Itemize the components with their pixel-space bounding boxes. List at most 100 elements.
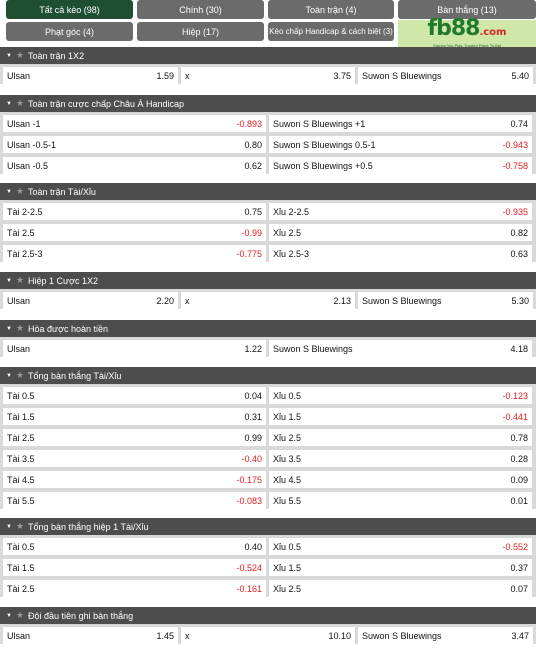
star-icon[interactable]: ★ (15, 610, 25, 620)
odds-cell[interactable]: Xỉu 2.5 0.82 (269, 224, 532, 241)
selection-label: Ulsan (7, 70, 31, 81)
odds-cell[interactable]: Suwon S Bluewings +0.5 -0.758 (269, 157, 532, 174)
odds-cell[interactable]: Tài 1.5 0.31 (3, 408, 266, 425)
odds-cell[interactable]: Ulsan 2.20 (3, 292, 178, 309)
tab-main[interactable]: Chính (30) (137, 0, 264, 19)
odds-value: -0.552 (502, 541, 528, 552)
selection-label: Suwon S Bluewings (362, 70, 442, 81)
star-icon[interactable]: ★ (15, 98, 25, 108)
section-header[interactable]: ▼ ★ Toàn trận Tài/Xỉu (0, 183, 536, 200)
star-icon[interactable]: ★ (15, 50, 25, 60)
section-title: Đội đầu tiên ghi bàn thắng (28, 610, 134, 621)
odds-cell[interactable]: Ulsan 1.45 (3, 627, 178, 644)
odds-cell[interactable]: Tài 2.5 -0.99 (3, 224, 266, 241)
odds-cell[interactable]: Suwon S Bluewings 5.30 (358, 292, 533, 309)
odds-cell[interactable]: Tài 1.5 -0.524 (3, 559, 266, 576)
selection-label: Xỉu 3.5 (273, 453, 302, 464)
collapse-arrow-icon[interactable]: ▼ (6, 372, 12, 379)
odds-cell[interactable]: Tài 2-2.5 0.75 (3, 203, 266, 220)
star-icon[interactable]: ★ (15, 323, 25, 333)
odds-cell[interactable]: Xỉu 3.5 0.28 (269, 450, 532, 467)
selection-label: Tài 1.5 (7, 411, 35, 422)
odds-cell[interactable]: Tài 2.5 -0.161 (3, 580, 266, 597)
odds-cell[interactable]: Xỉu 0.5 -0.123 (269, 387, 532, 404)
selection-label: Tài 2-2.5 (7, 206, 43, 217)
tab-all-markets[interactable]: Tất cả kèo (98) (6, 0, 133, 19)
odds-cell[interactable]: Xỉu 1.5 -0.441 (269, 408, 532, 425)
collapse-arrow-icon[interactable]: ▼ (6, 325, 12, 332)
collapse-arrow-icon[interactable]: ▼ (6, 52, 12, 59)
odds-cell[interactable]: Suwon S Bluewings +1 0.74 (269, 115, 532, 132)
collapse-arrow-icon[interactable]: ▼ (6, 188, 12, 195)
tab-full-match[interactable]: Toàn trận (4) (268, 0, 394, 19)
section-header[interactable]: ▼ ★ Tổng bàn thắng Tài/Xỉu (0, 367, 536, 384)
odds-cell[interactable]: Xỉu 2.5-3 0.63 (269, 245, 532, 262)
section-header[interactable]: ▼ ★ Toàn trận 1X2 (0, 47, 536, 64)
logo-brand-main: fb88 (427, 16, 481, 41)
odds-cell[interactable]: Tài 3.5 -0.40 (3, 450, 266, 467)
odds-row: Ulsan -0.5 0.62 Suwon S Bluewings +0.5 -0.7… (3, 157, 533, 174)
star-icon[interactable]: ★ (15, 186, 25, 196)
selection-label: Xỉu 0.5 (273, 541, 302, 552)
collapse-arrow-icon[interactable]: ▼ (6, 523, 12, 530)
odds-row: Tài 0.5 0.40 Xỉu 0.5 -0.552 (3, 538, 533, 555)
selection-label: Ulsan (7, 630, 31, 641)
odds-cell[interactable]: x 3.75 (181, 67, 355, 84)
odds-row: Ulsan 1.22 Suwon S Bluewings 4.18 (3, 340, 533, 357)
odds-cell[interactable]: Xỉu 4.5 0.09 (269, 471, 532, 488)
odds-cell[interactable]: Xỉu 5.5 0.01 (269, 492, 532, 509)
odds-cell[interactable]: Ulsan 1.22 (3, 340, 266, 357)
odds-cell[interactable]: Xỉu 2.5 0.07 (269, 580, 532, 597)
selection-label: Suwon S Bluewings (273, 343, 353, 354)
odds-cell[interactable]: Tài 2.5 0.99 (3, 429, 266, 446)
odds-value: 0.37 (510, 562, 528, 573)
odds-cell[interactable]: x 10.10 (181, 627, 355, 644)
odds-value: 0.74 (510, 118, 528, 129)
selection-label: Suwon S Bluewings (362, 630, 442, 641)
odds-cell[interactable]: Suwon S Bluewings 3.47 (358, 627, 533, 644)
odds-cell[interactable]: Tài 0.5 0.04 (3, 387, 266, 404)
section-header[interactable]: ▼ ★ Tổng bàn thắng hiệp 1 Tài/Xỉu (0, 518, 536, 535)
star-icon[interactable]: ★ (15, 521, 25, 531)
odds-value: 0.63 (510, 248, 528, 259)
section-title: Tổng bàn thắng hiệp 1 Tài/Xỉu (28, 521, 149, 532)
collapse-arrow-icon[interactable]: ▼ (6, 100, 12, 107)
odds-cell[interactable]: Suwon S Bluewings 0.5-1 -0.943 (269, 136, 532, 153)
section-header[interactable]: ▼ ★ Hòa được hoàn tiền (0, 320, 536, 337)
odds-cell[interactable]: Xỉu 2-2.5 -0.935 (269, 203, 532, 220)
logo-wordmark: fb88.com (427, 16, 507, 43)
odds-cell[interactable]: Suwon S Bluewings 4.18 (269, 340, 532, 357)
star-icon[interactable]: ★ (15, 370, 25, 380)
selection-label: Suwon S Bluewings +0.5 (273, 160, 373, 171)
section-header[interactable]: ▼ ★ Đội đầu tiên ghi bàn thắng (0, 607, 536, 624)
star-icon[interactable]: ★ (15, 275, 25, 285)
section-header[interactable]: ▼ ★ Hiệp 1 Cược 1X2 (0, 272, 536, 289)
odds-cell[interactable]: Tài 5.5 -0.083 (3, 492, 266, 509)
odds-cell[interactable]: Tài 2.5-3 -0.775 (3, 245, 266, 262)
odds-cell[interactable]: Tài 0.5 0.40 (3, 538, 266, 555)
section-header[interactable]: ▼ ★ Toàn trận cược chấp Châu Á Handicap (0, 95, 536, 112)
odds-cell[interactable]: Tài 4.5 -0.175 (3, 471, 266, 488)
odds-cell[interactable]: Xỉu 1.5 0.37 (269, 559, 532, 576)
odds-cell[interactable]: Ulsan -0.5 0.62 (3, 157, 266, 174)
tab-handicap-margin[interactable]: Kèo chấp Handicap & cách biệt (3) (268, 22, 394, 41)
tab-goals[interactable]: Bàn thắng (13) (398, 0, 536, 19)
tab-corners[interactable]: Phạt góc (4) (6, 22, 133, 41)
odds-value: 2.13 (333, 295, 351, 306)
odds-value: -0.758 (502, 160, 528, 171)
odds-row: Ulsan 1.59 x 3.75 Suwon S Bluewings 5.40 (3, 67, 533, 84)
collapse-arrow-icon[interactable]: ▼ (6, 277, 12, 284)
tab-half[interactable]: Hiệp (17) (137, 22, 264, 41)
odds-cell[interactable]: Ulsan -1 -0.893 (3, 115, 266, 132)
odds-cell[interactable]: Suwon S Bluewings 5.40 (358, 67, 533, 84)
odds-value: 5.40 (511, 70, 529, 81)
odds-cell[interactable]: Xỉu 0.5 -0.552 (269, 538, 532, 555)
odds-cell[interactable]: x 2.13 (181, 292, 355, 309)
collapse-arrow-icon[interactable]: ▼ (6, 612, 12, 619)
tab-label: Phạt góc (4) (44, 26, 95, 37)
odds-cell[interactable]: Ulsan -0.5-1 0.80 (3, 136, 266, 153)
selection-label: Suwon S Bluewings 0.5-1 (273, 139, 376, 150)
odds-cell[interactable]: Xỉu 2.5 0.78 (269, 429, 532, 446)
odds-cell[interactable]: Ulsan 1.59 (3, 67, 178, 84)
odds-value: -0.524 (236, 562, 262, 573)
